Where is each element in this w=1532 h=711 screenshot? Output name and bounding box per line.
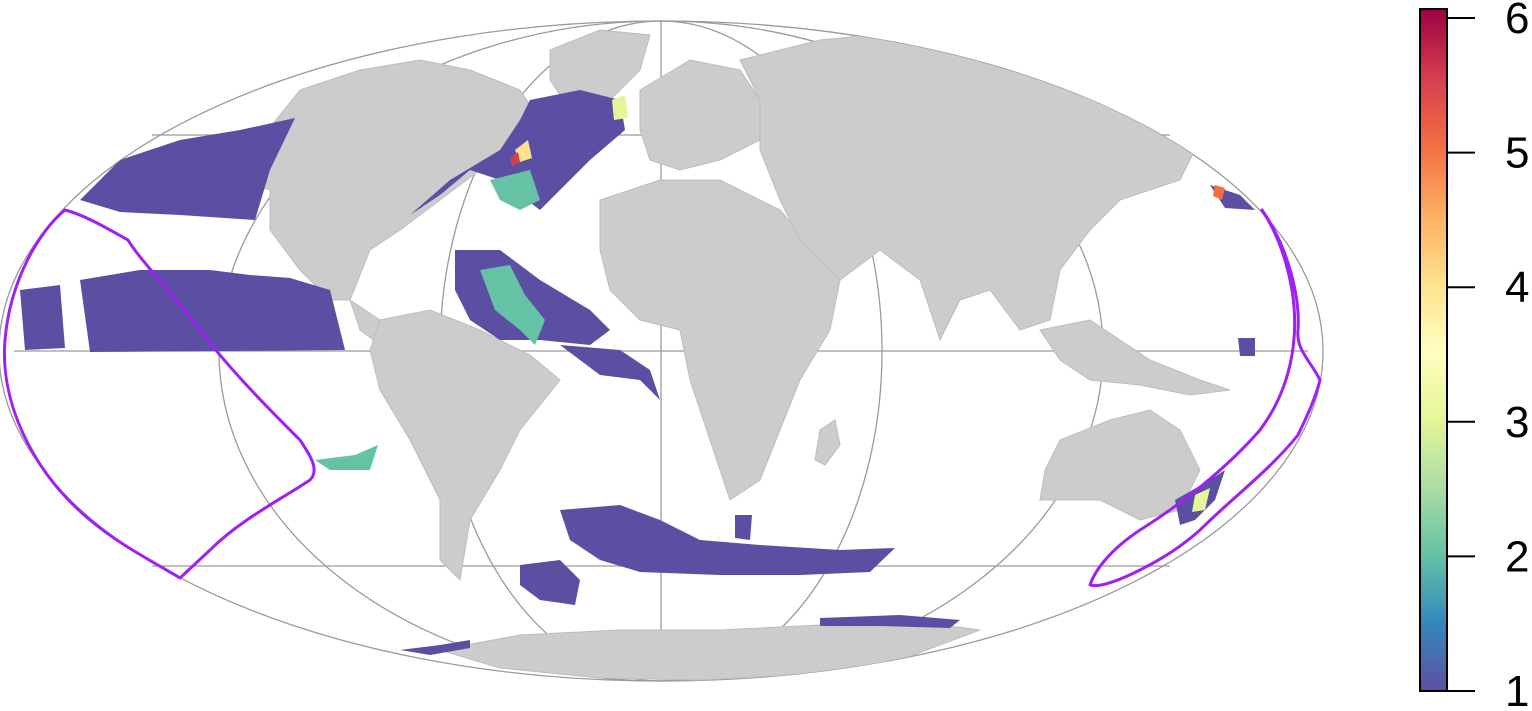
accent-north-atlantic-2 <box>515 140 532 162</box>
madagascar <box>814 419 841 466</box>
antarctica <box>439 621 981 681</box>
pacific-boundary-west <box>2 208 316 580</box>
south-atlantic-region <box>560 345 660 400</box>
colorbar-tick-label: 2 <box>1505 532 1529 581</box>
accent-arctic <box>612 95 628 120</box>
accent-kamchatka <box>1213 185 1225 200</box>
indian-ocean-patch <box>735 515 752 540</box>
land-masses <box>239 29 1231 681</box>
region-outlines <box>2 208 1322 588</box>
antarctic-coast-band <box>400 640 470 655</box>
accent-central-atlantic <box>480 265 545 345</box>
north-pacific-region <box>80 118 295 220</box>
west-pacific-patch <box>1238 338 1255 356</box>
colorbar: 1 2 3 4 5 6 <box>1419 0 1529 711</box>
colorbar-tick-label: 1 <box>1505 667 1529 711</box>
south-pacific-patch <box>520 560 580 605</box>
southeast-asia-islands <box>1039 319 1231 396</box>
southern-ocean-band <box>560 505 895 575</box>
accent-south-pacific <box>315 445 378 470</box>
colorbar-tick-label: 5 <box>1505 129 1529 178</box>
europe <box>639 59 761 171</box>
accent-north-atlantic-3 <box>510 152 520 166</box>
high-value-accents <box>315 95 1225 512</box>
accent-nz <box>1192 488 1210 512</box>
greenland <box>549 29 651 111</box>
south-america <box>369 309 561 582</box>
east-antarctic-band <box>820 615 960 628</box>
pacific-boundary-east <box>1088 208 1322 588</box>
far-pacific-region <box>20 285 65 350</box>
colorbar-tick-label: 4 <box>1505 263 1529 312</box>
colorbar-ticks: 1 2 3 4 5 6 <box>1447 0 1529 711</box>
equatorial-pacific-region <box>80 270 345 352</box>
africa <box>599 179 841 501</box>
colorbar-tick-label: 3 <box>1505 398 1529 447</box>
australia <box>1039 409 1201 521</box>
colorbar-gradient <box>1419 8 1448 692</box>
accent-north-atlantic-1 <box>490 170 540 210</box>
colorbar-tick-label: 6 <box>1505 0 1529 43</box>
north-america <box>239 59 541 301</box>
